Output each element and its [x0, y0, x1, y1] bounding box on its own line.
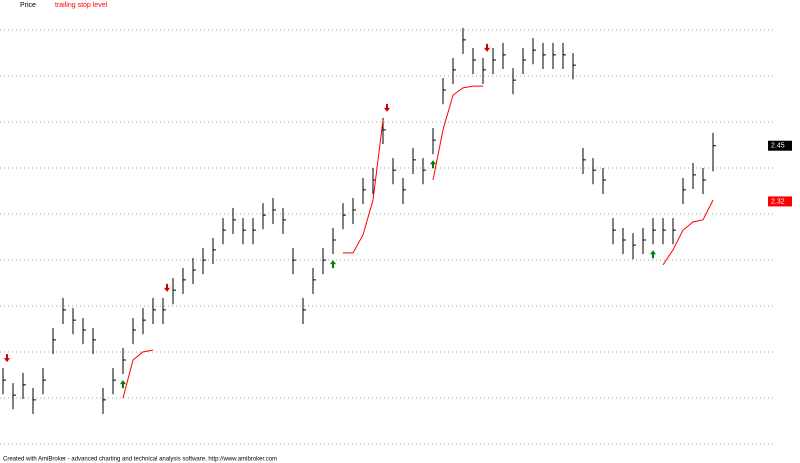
buy-arrow — [120, 380, 126, 389]
sell-arrow — [484, 43, 490, 52]
value-label: 2.32 — [771, 198, 785, 205]
stop-line — [122, 85, 714, 399]
buy-arrow — [330, 260, 336, 269]
sell-arrow — [4, 354, 10, 363]
sell-arrow — [164, 283, 170, 292]
legend-price: Price — [20, 2, 36, 9]
sell-arrow — [384, 103, 390, 112]
value-label-box — [768, 140, 792, 151]
buy-arrow — [650, 250, 656, 259]
value-label: 2.45 — [771, 143, 785, 150]
buy-arrow — [430, 160, 436, 169]
footer: Created with AmiBroker - advanced charti… — [3, 457, 277, 463]
value-label-box — [768, 196, 792, 207]
legend-stop: trailing stop level — [55, 2, 108, 9]
